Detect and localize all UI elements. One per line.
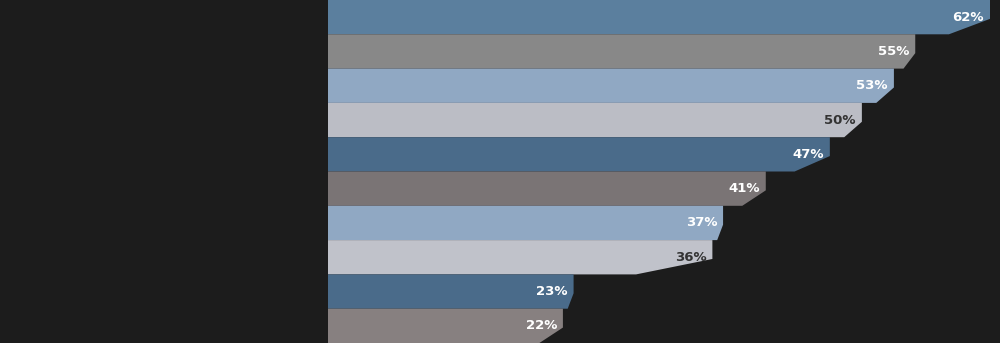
Polygon shape	[328, 137, 830, 172]
Polygon shape	[328, 69, 894, 103]
Polygon shape	[328, 103, 862, 137]
Text: 62%: 62%	[952, 11, 984, 24]
Polygon shape	[328, 172, 766, 206]
Polygon shape	[328, 206, 723, 240]
Text: 37%: 37%	[686, 216, 717, 229]
Polygon shape	[328, 309, 563, 343]
Text: 36%: 36%	[675, 251, 706, 264]
Text: 47%: 47%	[792, 148, 824, 161]
Polygon shape	[328, 34, 915, 69]
Text: 41%: 41%	[728, 182, 760, 195]
Polygon shape	[328, 274, 574, 309]
Polygon shape	[328, 240, 712, 274]
Polygon shape	[328, 0, 990, 34]
Text: 55%: 55%	[878, 45, 909, 58]
Text: 53%: 53%	[856, 79, 888, 92]
Text: 50%: 50%	[824, 114, 856, 127]
Text: 22%: 22%	[526, 319, 557, 332]
Text: 23%: 23%	[536, 285, 568, 298]
